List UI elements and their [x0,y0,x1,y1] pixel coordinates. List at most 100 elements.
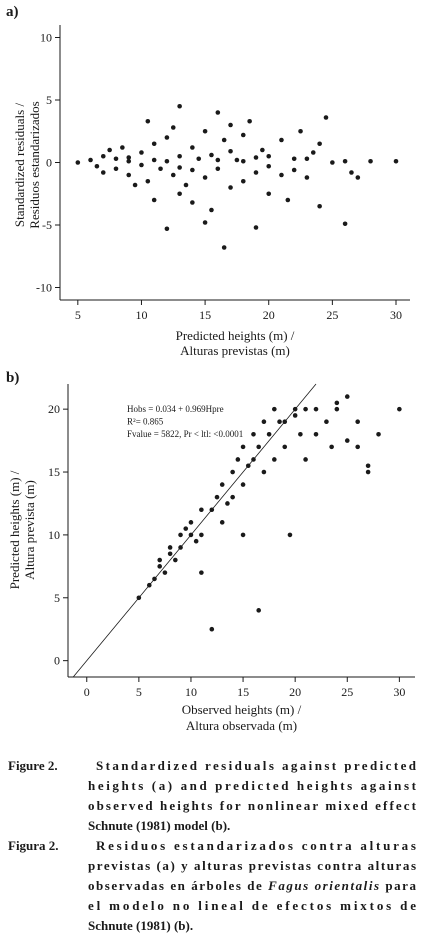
point [256,444,261,450]
caption-line: previstas (a) y alturas previstas contra… [88,858,416,873]
point [313,432,319,437]
point [167,545,173,550]
x-tick-label: 30 [390,308,402,322]
caption-text: para [381,878,417,893]
point [225,501,230,506]
identity-line [72,383,317,678]
point [291,167,297,173]
point [355,444,360,450]
point [235,457,241,462]
annotation: Fvalue = 5822, Pr < ltl: <0.0001 [127,429,243,439]
caption-label: Figura 2. [8,838,59,853]
point [199,507,204,513]
point [266,153,272,159]
point [209,626,215,632]
point [253,155,259,160]
x-axis-label: Alturas previstas (m) [180,343,290,358]
point [190,200,195,205]
point [145,178,151,184]
point [240,444,246,450]
y-axis-label: Predicted heights (m) / [7,470,22,589]
point [146,582,152,588]
y-tick-label: -5 [42,218,52,232]
point [334,406,340,412]
point [260,147,265,153]
point [177,191,182,197]
annotation: Hobs = 0.034 + 0.969Hpre [127,404,224,414]
point [272,457,277,462]
point [178,532,183,538]
point [287,532,293,538]
point [202,128,208,134]
point [164,158,170,164]
caption-line: Schnute (1981) model (b). [88,818,230,833]
point [157,557,162,563]
point [183,182,189,188]
panel-label: a) [6,4,19,20]
species-name: Fagus orientalis [267,878,379,893]
point [304,156,310,162]
y-tick-label: 10 [40,31,52,45]
point [188,520,194,525]
point [132,182,138,188]
point [266,432,272,437]
point [303,406,308,412]
point [157,564,162,569]
x-tick-label: 15 [199,308,211,322]
caption-line: Residuos estandarizados contra alturas [96,838,416,853]
point [282,419,288,425]
point [304,175,310,180]
point [342,158,348,164]
point [202,175,208,180]
point [324,419,329,425]
point [145,118,151,124]
x-tick-label: 30 [393,685,405,699]
point [303,457,308,462]
y-tick-label: 0 [54,654,60,668]
point [177,153,182,159]
x-tick-label: 10 [135,308,147,322]
point [376,432,381,437]
point [199,570,204,575]
point [355,419,360,425]
point [261,469,267,475]
point [365,463,371,469]
caption-label: Figure 2. [8,758,58,773]
point [209,152,214,158]
point [228,185,233,190]
x-tick-label: 20 [263,308,275,322]
point [291,156,297,162]
point [170,172,176,178]
point [126,172,132,178]
point [397,406,402,412]
x-tick-label: 0 [84,685,90,699]
point [215,110,221,115]
point [344,438,350,443]
point [199,532,204,538]
caption-line: heights (a) and predicted heights agains… [88,778,417,793]
y-tick-label: 5 [46,93,52,107]
caption-line: observed heights for nonlinear mixed eff… [88,798,417,813]
point [285,197,291,203]
point [221,137,227,143]
y-tick-label: 10 [48,528,60,542]
point [266,191,272,197]
point [330,160,335,165]
point [240,532,246,538]
panel-label: b) [6,370,19,386]
point [228,122,233,128]
point [139,162,144,168]
y-tick-label: 0 [46,156,52,170]
point [240,132,246,138]
point [190,145,195,150]
point [329,444,334,450]
point [219,520,225,525]
point [120,145,125,150]
point [152,576,157,582]
point [215,166,221,172]
point [75,160,81,165]
point [94,163,100,169]
point [234,157,240,163]
point [317,141,322,147]
point [251,432,256,437]
